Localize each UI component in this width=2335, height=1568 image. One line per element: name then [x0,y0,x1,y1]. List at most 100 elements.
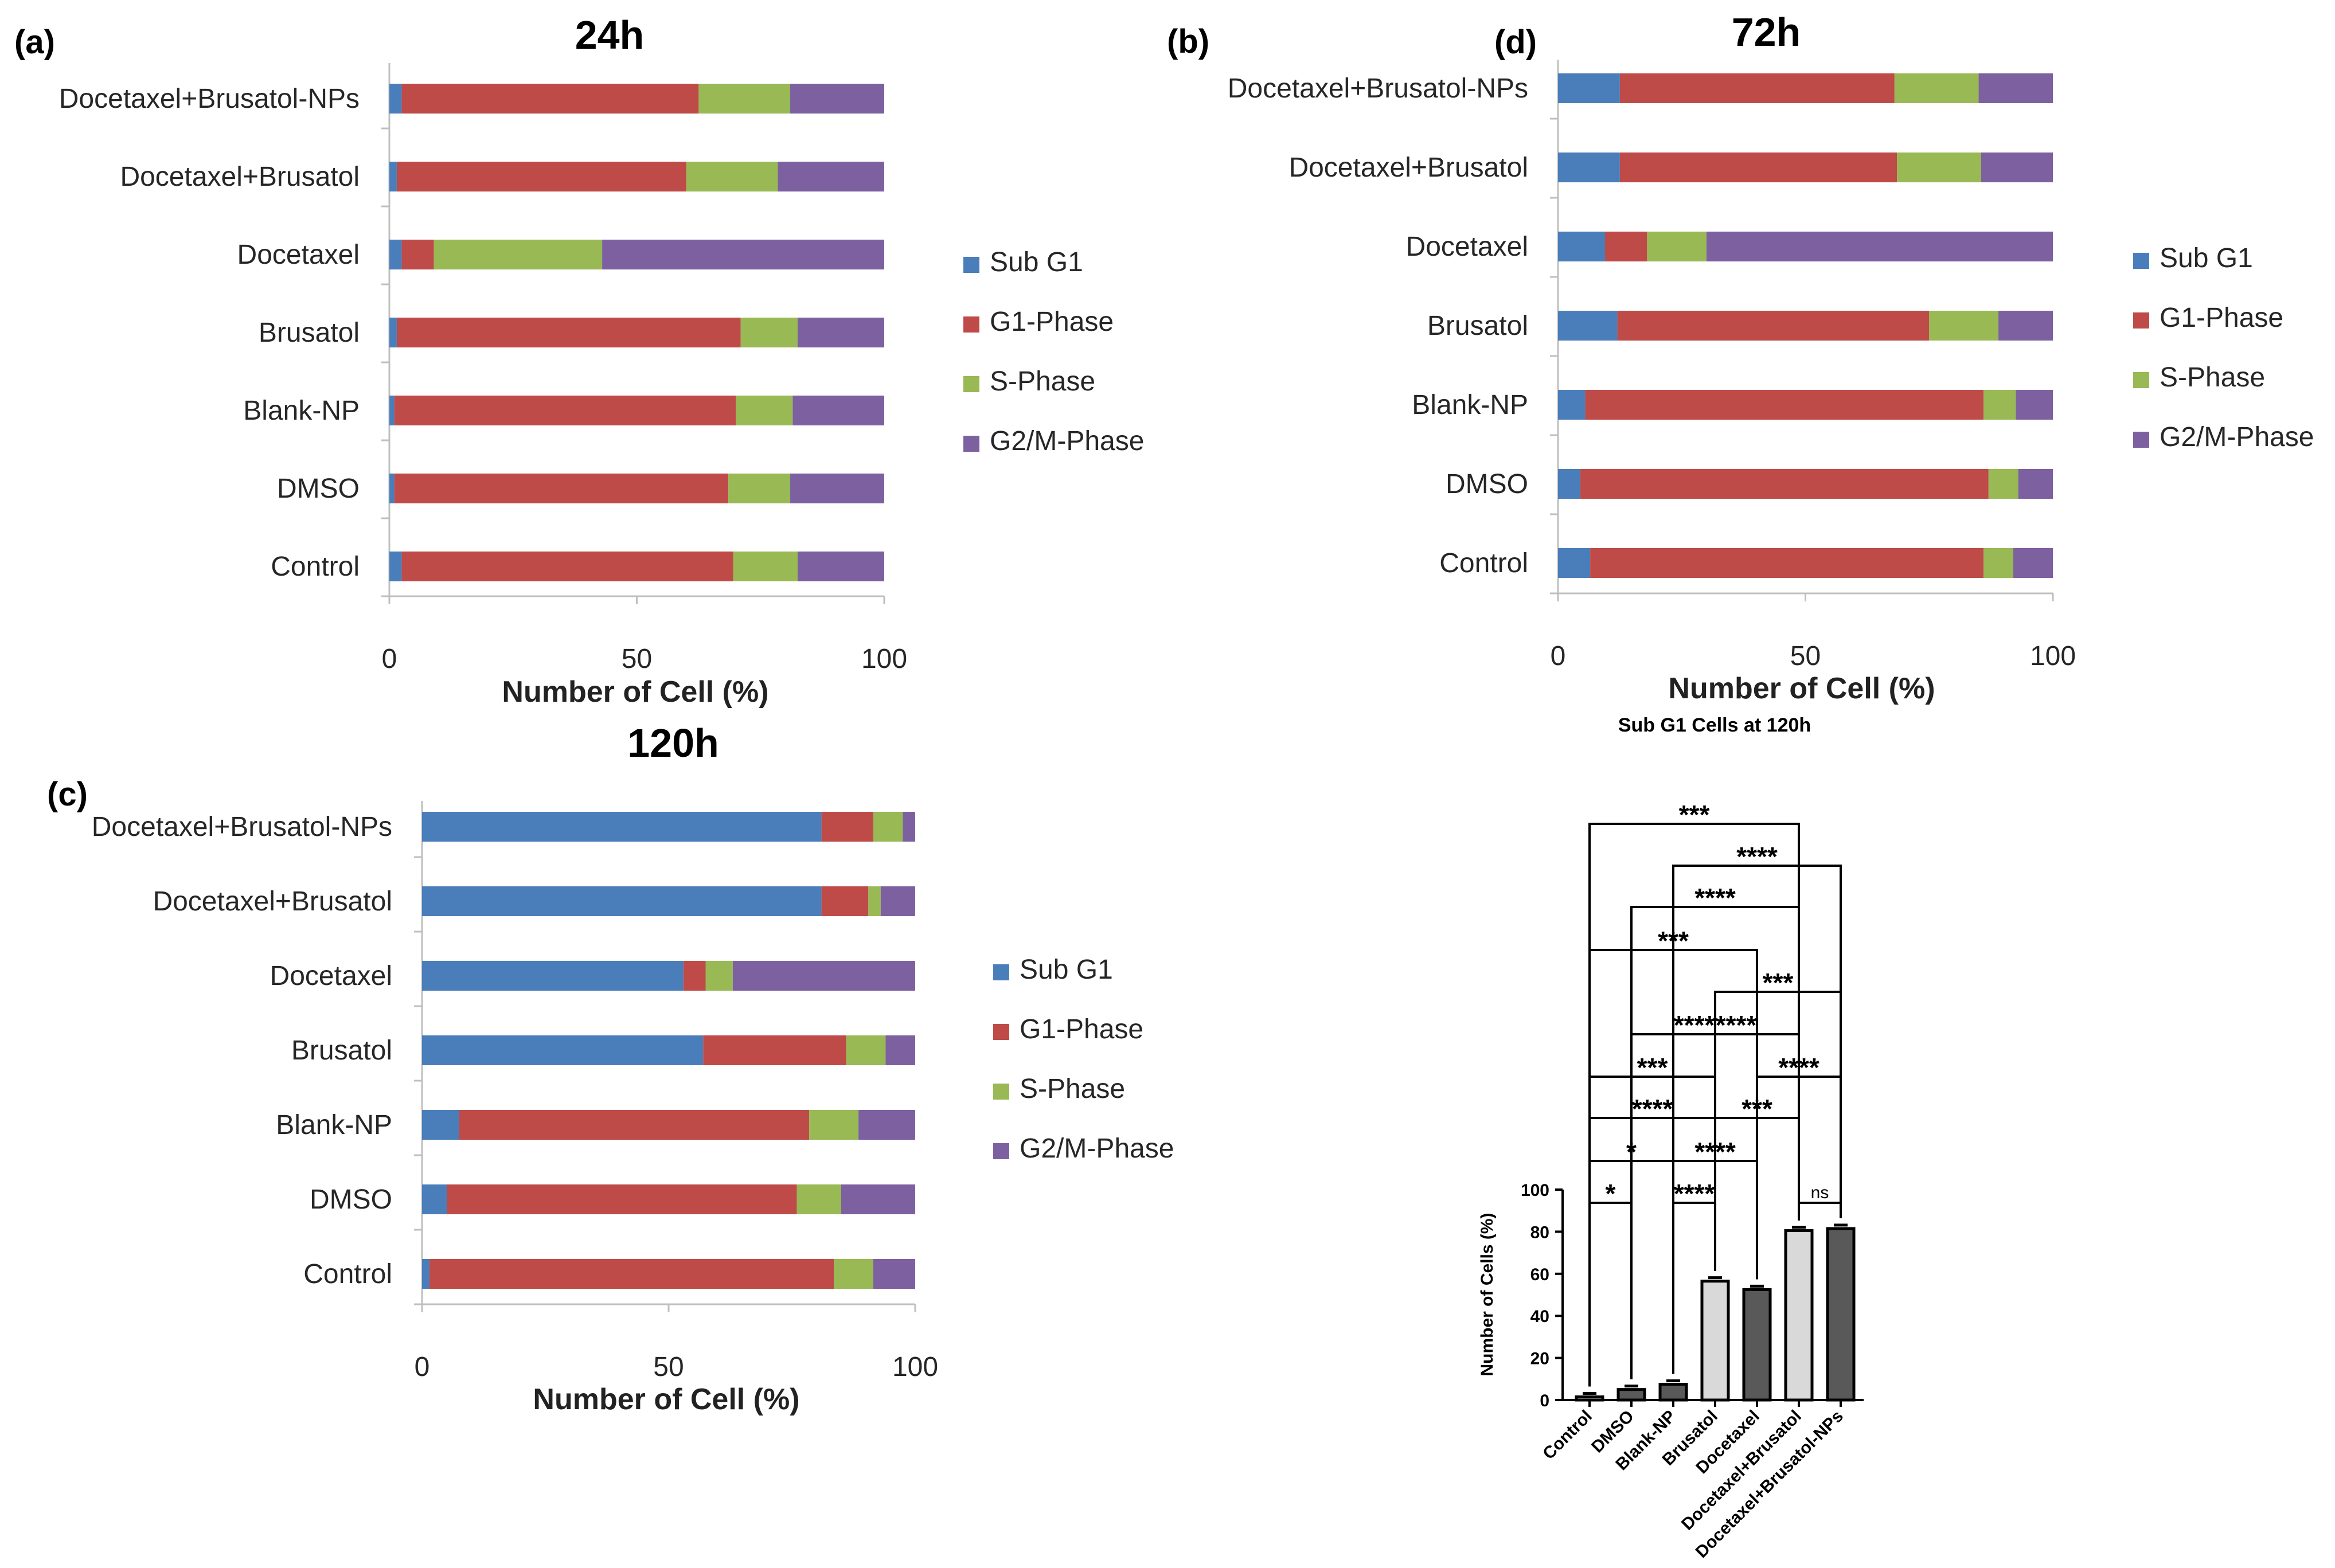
significance-label: * [1606,1179,1616,1209]
bar-segment [790,474,884,503]
y-axis-label: Number of Cells (%) [1478,1213,1497,1376]
legend-swatch [993,1143,1009,1159]
significance-bracket [1672,865,1842,1374]
bar-segment [422,886,822,916]
legend-swatch [2133,312,2149,329]
x-axis-label: Number of Cell (%) [533,1383,799,1416]
category-label: Control [1439,548,1528,578]
category-label: Docetaxel [1406,232,1528,262]
bar-segment [858,1110,915,1140]
bar-segment [1585,390,1984,420]
bar-segment [1558,390,1586,420]
category-label: Brusatol [259,318,360,348]
bar-segment [1558,153,1620,182]
category-label: Blank-NP [276,1110,392,1140]
legend-label: G1-Phase [1020,1014,1143,1045]
panel-c-chart: (c) 120h 0 50 100 Control DMSO Blank-NP Brusatol… [47,721,1174,1416]
y-tick-label: 0 [1540,1391,1549,1410]
y-tick-label: 100 [1521,1181,1549,1200]
x-tick-label: 0 [1551,641,1566,671]
bar-segment [389,474,395,503]
bar-segment [740,318,798,347]
bar-segment [790,84,884,114]
bar-segment [422,812,822,842]
bar-segment [1988,469,2018,499]
y-tick-label: 80 [1530,1223,1549,1242]
bar-segment [873,1259,915,1289]
bar-segment [880,886,915,916]
category-label: Docetaxel [270,961,392,991]
bar-segment [903,812,915,842]
bar-segment [396,162,686,191]
bar-segment [389,162,397,191]
bar-segment [2016,390,2053,420]
x-tick-label: Control [1539,1407,1596,1464]
bar-segment [1558,548,1591,578]
bar-segment [389,240,402,269]
bar-segment [401,552,733,581]
panel-label: (d) [1494,24,1537,61]
legend-swatch [993,964,1009,980]
category-label: Docetaxel+Brusatol [153,886,392,917]
bar-segment [686,162,778,191]
chart-title: 72h [1732,10,1801,54]
bar-segment [394,396,736,425]
bar-segment [1706,232,2053,261]
significance-label: ns [1811,1183,1829,1202]
legend-label: Sub G1 [990,247,1083,277]
significance-label: **** [1716,1010,1757,1040]
bar-segment [821,812,873,842]
panel-label: (b) [1167,23,1209,60]
significance-label: *** [1637,1053,1668,1082]
bar-segment [1998,311,2053,341]
x-tick-label: 50 [622,644,652,674]
bar-segment [389,318,397,347]
x-axis-label: Number of Cell (%) [502,675,768,709]
legend-label: G2/M-Phase [1020,1133,1174,1164]
x-tick-label: 50 [653,1352,684,1382]
bar-segment [841,1184,915,1214]
bar-segment [1897,153,1981,182]
legend-swatch [963,436,979,452]
bar-segment [736,396,793,425]
bar-segment [834,1259,873,1289]
x-axis-label: Number of Cell (%) [1668,672,1935,705]
legend-swatch [963,376,979,392]
legend-label: Sub G1 [2160,243,2253,273]
chart-title: 24h [575,13,645,57]
bar-segment [846,1035,886,1065]
legend-swatch [2133,253,2149,269]
bar-segment [401,240,434,269]
legend-label: G2/M-Phase [2160,422,2314,452]
bar-segment [733,552,798,581]
legend-label: G1-Phase [990,307,1114,337]
category-label: Docetaxel [237,240,360,270]
bar-segment [389,552,402,581]
bar-segment [602,240,884,269]
bar [1826,1227,1856,1402]
x-tick-label: 100 [861,644,907,674]
legend-swatch [963,316,979,333]
bar-segment [683,961,706,991]
y-tick-label: 40 [1530,1307,1549,1326]
bar-segment [422,961,684,991]
bar-segment [1558,73,1620,103]
bar-segment [873,812,903,842]
category-label: Blank-NP [243,396,360,426]
bar-segment [728,474,791,503]
category-label: Brusatol [1427,311,1528,341]
bar-segment [434,240,603,269]
bar-segment [868,886,881,916]
legend-label: G1-Phase [2160,303,2283,333]
legend-label: Sub G1 [1020,955,1113,985]
bar-segment [396,318,741,347]
panel-b-chart: (b) 72h 0 50 100 Control DMSO Blank-NP Brusatol D… [1167,10,2314,705]
category-label: Docetaxel+Brusatol-NPs [59,84,360,114]
bar-segment [1580,469,1989,499]
x-tick-label: 100 [892,1352,938,1382]
bar-segment [1619,73,1895,103]
bar-segment [422,1035,704,1065]
significance-bracket [1798,1202,1842,1221]
significance-label: **** [1632,1094,1673,1124]
legend-swatch [2133,432,2149,448]
